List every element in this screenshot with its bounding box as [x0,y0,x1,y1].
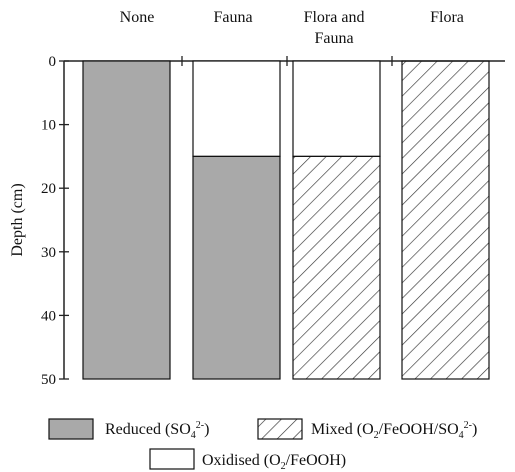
category-label: None [120,9,155,26]
legend-text-part: 2 [281,461,286,472]
bars [82,60,490,380]
y-tick-label: 30 [41,245,56,261]
category-label: Fauna [314,30,353,47]
category-label: Flora and [304,9,365,26]
y-tick-label: 40 [41,308,56,324]
y-tick-label: 20 [41,181,56,197]
legend-text-part: 4 [459,430,464,441]
legend-text-part: /FeOOH) [286,452,346,469]
bar-segment-reduced [82,60,171,380]
bar-segment-oxidised [292,60,381,158]
y-axis-title: Depth (cm) [9,183,26,256]
legend-text-part: Reduced (SO [105,421,191,438]
legend-swatch-reduced [48,418,94,440]
axes: 0 10 20 30 40 50 Depth (cm) [9,54,505,388]
category-labels: None Fauna Flora and Fauna Flora [120,9,464,47]
legend-label-reduced: Reduced (SO42-) [105,420,209,441]
legend-swatch-oxidised [149,448,195,470]
bar-segment-reduced [192,155,281,380]
legend-text-part: Mixed (O [311,421,374,438]
bar-segment-mixed [292,155,381,380]
legend-text-part: ) [204,421,209,438]
legend-text-part: 2- [196,420,204,431]
bar-segment-mixed [401,60,490,380]
legend-text-part: /FeOOH/SO [379,421,459,438]
y-tick-label: 10 [41,118,56,134]
legend-text-part: Oxidised (O [202,452,281,469]
legend-text-part: ) [472,421,477,438]
category-label: Fauna [213,9,252,26]
category-label: Flora [430,9,464,26]
legend-label-mixed: Mixed (O2/FeOOH/SO42-) [311,420,477,441]
legend: Reduced (SO42-) Mixed (O2/FeOOH/SO42-)Oxi… [48,418,477,472]
legend-text-part: 2- [464,420,472,431]
legend-swatch-mixed [257,418,303,440]
y-tick-label: 0 [49,54,57,70]
legend-label-oxidised: Oxidised (O2/FeOOH) [202,452,346,472]
legend-text-part: 4 [191,430,196,441]
legend-text-part: 2 [374,430,379,441]
y-tick-label: 50 [41,372,56,388]
bar-segment-oxidised [192,60,281,158]
